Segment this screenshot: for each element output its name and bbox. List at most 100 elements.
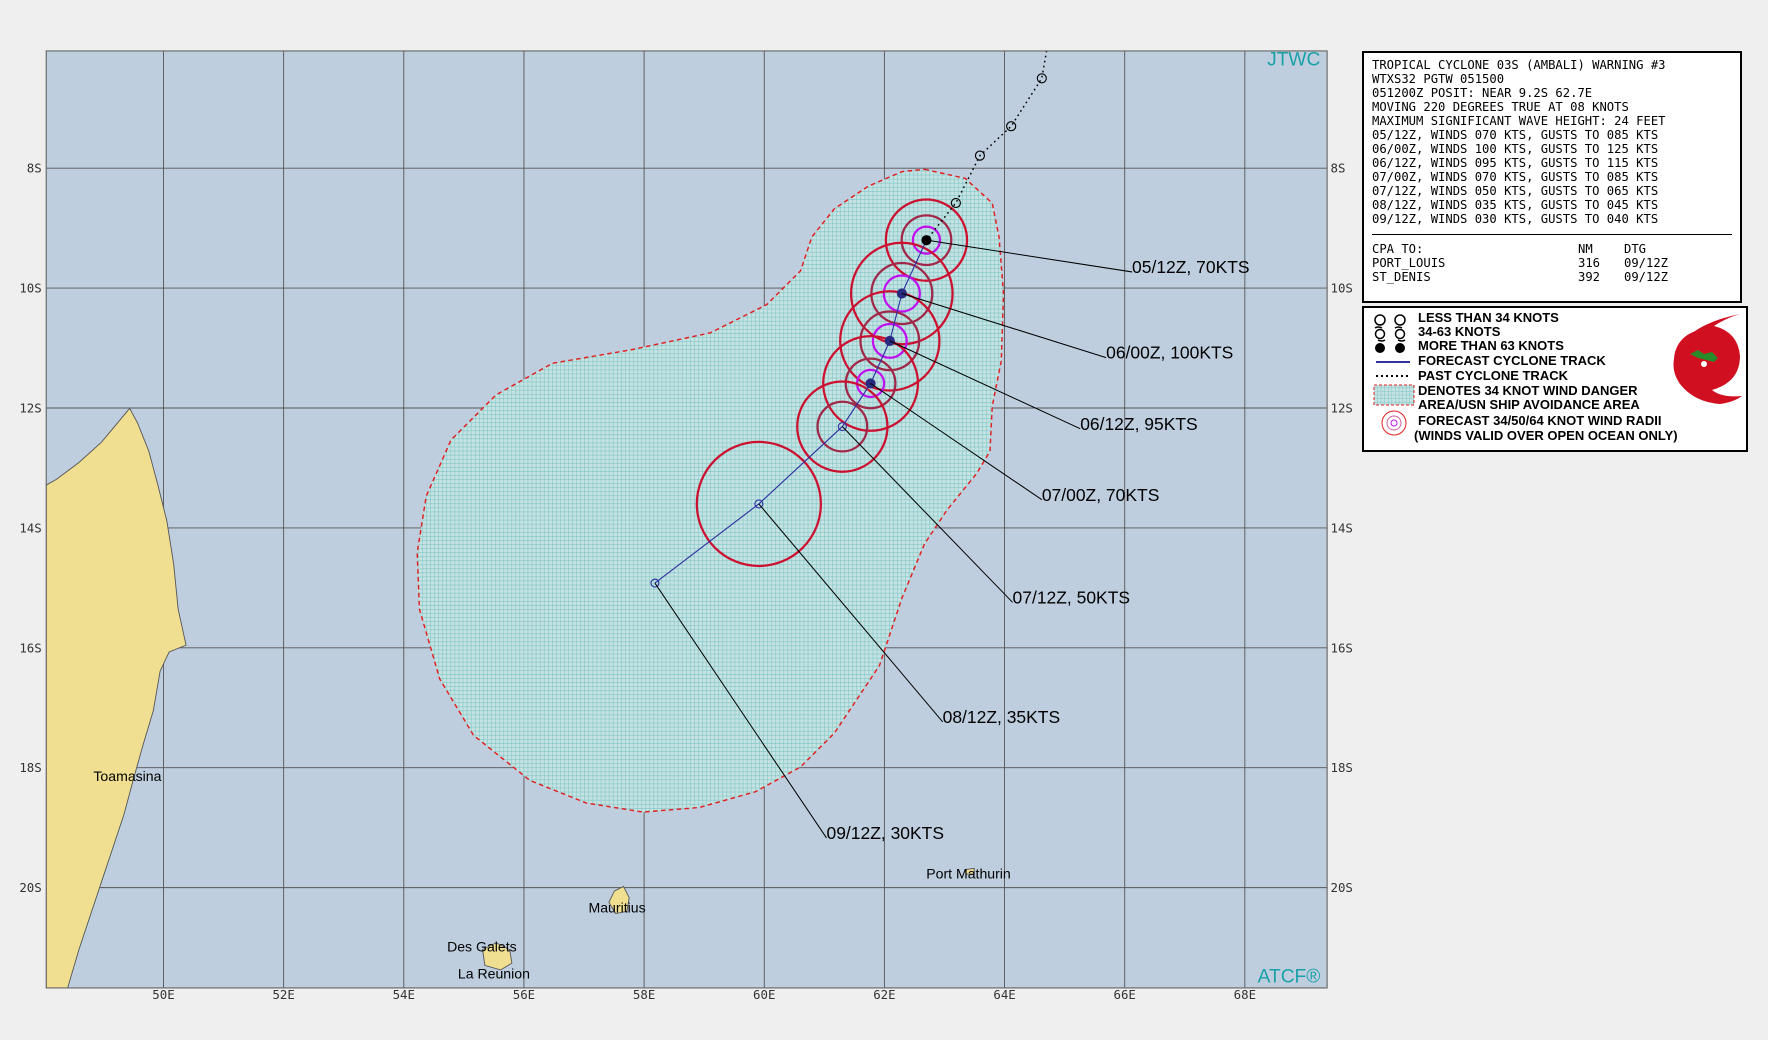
34-63-knots-icon [1374,326,1406,342]
past-position-icon [1036,73,1047,84]
lat-tick-label-right: 10S [1331,281,1353,296]
34kt-wind-radius [839,290,941,392]
64kt-wind-radius [882,274,921,313]
legend-less-than-34: LESS THAN 34 KNOTS [1418,310,1559,325]
less-than-34-icon [1374,314,1386,326]
lon-tick-label: 60E [753,987,775,1002]
lat-tick-label-right: 12S [1331,401,1353,416]
cpa-header: CPA TO: NM DTG [1372,242,1732,256]
label-leader-line [758,503,944,723]
warning-line: 06/00Z, WINDS 100 KTS, GUSTS TO 125 KTS [1372,142,1659,156]
lon-tick-label: 64E [993,987,1015,1002]
past-position-icon [974,150,986,161]
legend-wind-radii-2: (WINDS VALID OVER OPEN OCEAN ONLY) [1414,428,1678,443]
lat-tick-label-left: 12S [19,401,41,416]
place-label: Des Galets [447,938,517,954]
mauritius-island [608,885,630,915]
warning-line: 06/12Z, WINDS 095 KTS, GUSTS TO 115 KTS [1372,156,1659,170]
50kt-wind-radius [844,357,897,410]
34kt-wind-radius [822,334,920,432]
lat-tick-label-right: 14S [1331,520,1353,535]
cpa-label: CPA TO: [1372,242,1424,256]
warning-text-box: TROPICAL CYCLONE 03S (AMBALI) WARNING #3… [1362,51,1742,303]
lon-tick-label: 54E [393,987,415,1002]
50kt-wind-radius [870,261,934,326]
lon-tick-label: 58E [633,987,655,1002]
warning-line: WTXS32 PGTW 051500 [1372,72,1505,86]
label-leader-line [926,239,1133,273]
legend-wind-radii: FORECAST 34/50/64 KNOT WIND RADII [1418,413,1662,428]
cpa-dtg: 09/12Z [1624,270,1669,284]
legend-forecast-track: FORECAST CYCLONE TRACK [1418,353,1606,368]
50kt-wind-radius [900,214,953,267]
lat-tick-label-right: 8S [1331,161,1346,176]
warning-line: TROPICAL CYCLONE 03S (AMBALI) WARNING #3 [1372,58,1666,72]
past-position-icon [950,197,961,209]
jtwc-logo [1673,314,1742,404]
atcf-brand: ATCF® [1258,966,1321,987]
forecast-label: 06/00Z, 100KTS [1106,343,1233,363]
jtwc-brand: JTWC [1267,50,1320,71]
cpa-nm: 392 [1578,270,1601,284]
cpa-dtg: 09/12Z [1624,256,1669,270]
reunion-island [482,942,513,971]
cpa-nm: 316 [1578,256,1601,270]
lat-tick-label-left: 10S [19,281,41,296]
dtg-header: DTG [1624,242,1647,256]
cpa-place: PORT_LOUIS [1372,256,1446,270]
cpa-place: ST_DENIS [1372,270,1431,284]
less-than-34-icon [1394,314,1406,326]
lat-tick-label-right: 20S [1331,880,1353,895]
lon-tick-label: 56E [513,987,535,1002]
danger-area-icon [1373,384,1415,406]
warning-line: 05/12Z, WINDS 070 KTS, GUSTS TO 085 KTS [1372,128,1659,142]
cpa-row: PORT_LOUIS 316 09/12Z [1372,256,1732,270]
tropical-storm-symbol-icon [837,422,847,432]
forecast-label: 06/12Z, 95KTS [1080,414,1198,434]
map-frame [45,50,1328,989]
lat-tick-label-left: 16S [19,640,41,655]
warning-line: 08/12Z, WINDS 035 KTS, GUSTS TO 045 KTS [1372,198,1659,212]
wind-radii [695,198,969,568]
nm-header: NM [1578,242,1593,256]
lon-tick-label: 68E [1234,987,1256,1002]
legend-past-track: PAST CYCLONE TRACK [1418,368,1568,383]
place-label: La Reunion [458,965,530,981]
64kt-wind-radius [871,322,908,359]
place-label: Port Mathurin [926,866,1011,882]
label-leader-line [654,582,827,839]
warning-line: 07/00Z, WINDS 070 KTS, GUSTS TO 085 KTS [1372,170,1659,184]
depression-symbol-icon [650,578,660,588]
legend-34-63: 34-63 KNOTS [1418,324,1501,339]
lon-tick-label: 50E [152,987,174,1002]
rodrigues-island [964,867,975,875]
50kt-wind-radius [859,310,921,372]
forecast-label: 05/12Z, 70KTS [1132,257,1249,277]
legend-danger-area: DENOTES 34 KNOT WIND DANGER [1418,383,1638,398]
warning-line: 09/12Z, WINDS 030 KTS, GUSTS TO 040 KTS [1372,212,1659,226]
34kt-wind-radius [796,380,889,473]
forecast-label: 08/12Z, 35KTS [943,707,1061,727]
label-leader-line [870,383,1043,501]
64kt-wind-radius [911,225,942,255]
map-legend: LESS THAN 34 KNOTS 34-63 KNOTS MORE THAN… [1362,306,1748,452]
lat-tick-label-right: 18S [1331,760,1353,775]
label-leader-line [889,340,1081,430]
legend-symbols [1373,314,1415,436]
warning-line: MOVING 220 DEGREES TRUE AT 08 KNOTS [1372,100,1629,114]
34kt-wind-radius [695,440,822,568]
lon-tick-label: 62E [873,987,895,1002]
wind-radii-icon [1381,410,1407,436]
lon-tick-label: 52E [272,987,294,1002]
lat-tick-label-left: 8S [27,161,42,176]
past-position-icon [1006,121,1017,132]
more-than-63-knots-icon [1375,343,1405,353]
legend-more-than-63: MORE THAN 63 KNOTS [1418,338,1564,353]
past-track-line [925,50,1048,241]
lat-tick-label-right: 16S [1331,640,1353,655]
forecast-label: 07/00Z, 70KTS [1042,485,1160,505]
34kt-wind-radius [849,241,954,346]
warning-line: MAXIMUM SIGNIFICANT WAVE HEIGHT: 24 FEET [1372,114,1666,128]
lon-tick-label: 66E [1114,987,1136,1002]
